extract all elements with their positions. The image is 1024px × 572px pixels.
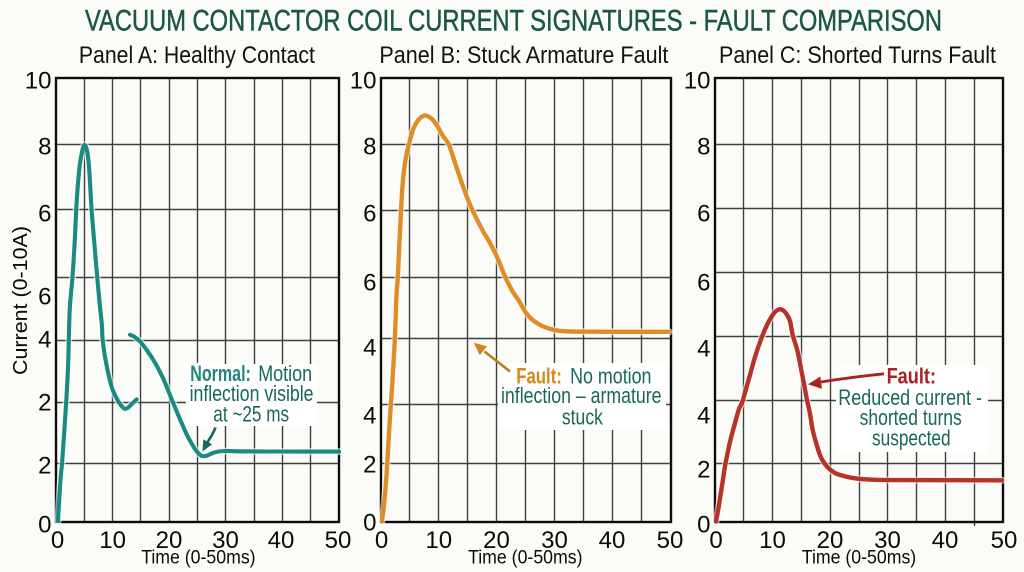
svg-text:40: 40 (599, 527, 626, 554)
svg-text:0: 0 (51, 527, 64, 554)
svg-text:suspected: suspected (872, 426, 951, 451)
svg-text:0: 0 (375, 527, 388, 554)
svg-text:Current (0-10A): Current (0-10A) (10, 226, 32, 375)
svg-text:50: 50 (991, 527, 1018, 554)
svg-text:No motion: No motion (570, 363, 651, 388)
svg-text:50: 50 (325, 527, 352, 554)
svg-text:6: 6 (363, 200, 376, 227)
svg-text:0: 0 (38, 512, 51, 539)
svg-text:10: 10 (99, 527, 126, 554)
svg-text:VACUUM CONTACTOR COIL CURRENT: VACUUM CONTACTOR COIL CURRENT SIGNATURES… (85, 4, 942, 37)
svg-text:30: 30 (874, 527, 901, 554)
svg-text:6: 6 (697, 269, 710, 296)
svg-text:2: 2 (38, 389, 51, 416)
svg-text:10: 10 (25, 67, 52, 94)
svg-text:8: 8 (697, 133, 710, 160)
svg-text:10: 10 (684, 67, 711, 94)
svg-text:20: 20 (156, 527, 183, 554)
svg-text:2: 2 (363, 451, 376, 478)
svg-text:10: 10 (425, 527, 452, 554)
svg-text:Reduced current -: Reduced current - (838, 385, 982, 410)
svg-text:at ~25 ms: at ~25 ms (213, 401, 289, 426)
svg-text:20: 20 (817, 527, 844, 554)
svg-text:4: 4 (363, 334, 376, 361)
svg-text:10: 10 (759, 527, 786, 554)
svg-text:Panel C: Shorted Turns Fault: Panel C: Shorted Turns Fault (719, 42, 996, 69)
svg-text:2: 2 (697, 456, 710, 483)
svg-text:shorted turns: shorted turns (860, 405, 962, 430)
svg-text:40: 40 (932, 527, 959, 554)
svg-text:inflection visible: inflection visible (190, 381, 314, 406)
svg-text:Time (0-50ms): Time (0-50ms) (468, 548, 582, 569)
svg-text:Motion: Motion (258, 361, 312, 386)
svg-text:0: 0 (709, 527, 722, 554)
svg-text:stuck: stuck (562, 404, 604, 429)
svg-text:30: 30 (212, 527, 239, 554)
svg-text:0: 0 (697, 511, 710, 538)
svg-text:4: 4 (363, 402, 376, 429)
svg-text:Fault:: Fault: (887, 364, 936, 389)
svg-text:40: 40 (268, 527, 295, 554)
svg-text:Panel A: Healthy Contact: Panel A: Healthy Contact (79, 42, 315, 69)
svg-text:6: 6 (38, 283, 51, 310)
svg-text:30: 30 (541, 527, 568, 554)
svg-text:50: 50 (657, 527, 684, 554)
svg-text:0: 0 (363, 509, 376, 536)
svg-text:Time (0-50ms): Time (0-50ms) (802, 548, 916, 569)
svg-text:Fault:: Fault: (516, 363, 562, 388)
svg-text:8: 8 (363, 133, 376, 160)
svg-text:6: 6 (363, 269, 376, 296)
svg-text:6: 6 (38, 200, 51, 227)
svg-text:Time (0-50ms): Time (0-50ms) (141, 548, 255, 569)
svg-text:10: 10 (350, 67, 377, 94)
svg-text:Normal:: Normal: (190, 361, 251, 386)
svg-text:4: 4 (697, 402, 710, 429)
svg-text:inflection – armature: inflection – armature (501, 383, 662, 408)
svg-text:8: 8 (38, 133, 51, 160)
svg-text:Panel B: Stuck Armature Fault: Panel B: Stuck Armature Fault (379, 42, 668, 69)
svg-text:4: 4 (38, 326, 51, 353)
svg-text:20: 20 (483, 527, 510, 554)
svg-text:6: 6 (697, 200, 710, 227)
svg-text:2: 2 (38, 452, 51, 479)
svg-text:4: 4 (697, 335, 710, 362)
